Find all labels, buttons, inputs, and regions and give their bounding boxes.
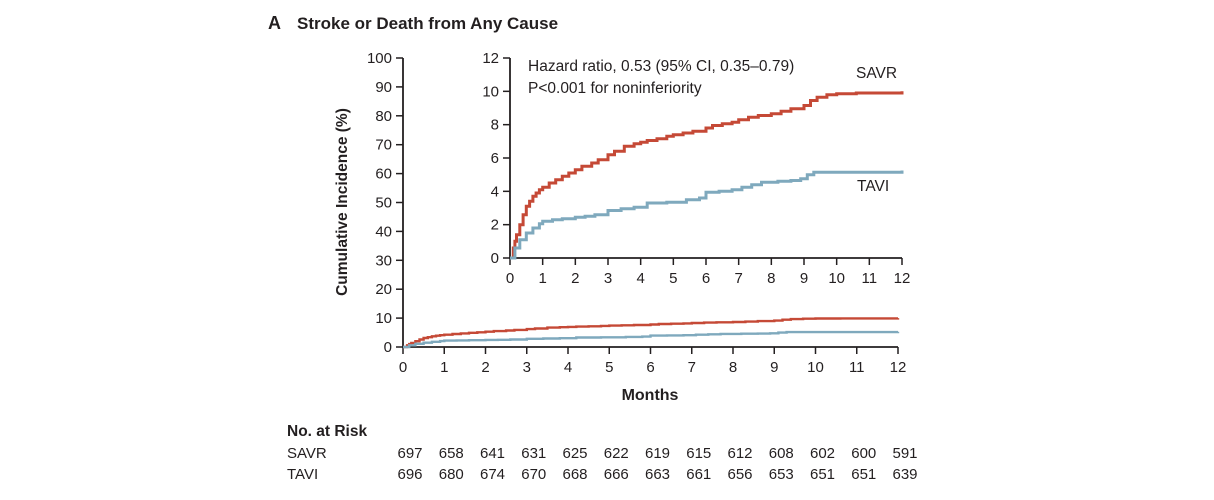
- risk-value-savr-month-9: 608: [768, 445, 794, 462]
- inset-x-tick-label: 6: [702, 270, 710, 287]
- tavi-curve-inset: [510, 170, 904, 260]
- inset-x-tick-label: 10: [828, 270, 845, 287]
- risk-value-savr-month-2: 641: [479, 445, 506, 462]
- risk-value-tavi-month-11: 651: [851, 466, 877, 483]
- inset-x-tick-label: 4: [636, 270, 644, 287]
- main-y-tick-label: 70: [375, 137, 392, 154]
- risk-value-savr-month-4: 625: [562, 445, 588, 462]
- risk-value-savr-month-3: 631: [521, 445, 547, 462]
- risk-value-tavi-month-9: 653: [768, 466, 794, 483]
- inset-y-tick-label: 0: [491, 250, 499, 267]
- main-y-tick-label: 90: [375, 79, 392, 96]
- annotation-p-value: P<0.001 for noninferiority: [528, 80, 702, 97]
- annotation-hazard-ratio: Hazard ratio, 0.53 (95% CI, 0.35–0.79): [528, 58, 795, 75]
- savr-curve-label: SAVR: [856, 65, 898, 82]
- risk-value-savr-month-0: 697: [397, 445, 423, 462]
- main-y-tick-label: 0: [384, 339, 392, 356]
- main-x-tick-label: 4: [564, 359, 572, 376]
- panel-letter: A: [268, 13, 281, 33]
- inset-x-tick-label: 2: [571, 270, 579, 287]
- tavi-curve-label: TAVI: [857, 178, 890, 195]
- risk-value-savr-month-6: 619: [644, 445, 671, 462]
- main-y-tick-label: 30: [375, 252, 392, 269]
- main-y-tick-label: 50: [375, 195, 392, 212]
- main-y-tick-label: 10: [375, 310, 392, 327]
- savr-curve-main: [403, 317, 900, 349]
- inset-y-tick-label: 6: [491, 150, 499, 167]
- risk-value-tavi-month-3: 670: [521, 466, 547, 483]
- main-x-tick-label: 0: [399, 359, 407, 376]
- risk-value-savr-month-8: 612: [727, 445, 753, 462]
- main-x-tick-label: 7: [688, 359, 696, 376]
- inset-x-tick-label: 7: [734, 270, 742, 287]
- inset-x-tick-label: 8: [767, 270, 775, 287]
- inset-y-tick-label: 12: [482, 50, 499, 67]
- figure-title: Stroke or Death from Any Cause: [297, 14, 559, 33]
- inset-x-tick-label: 0: [506, 270, 514, 287]
- risk-row-label-savr: SAVR: [287, 445, 327, 462]
- risk-value-tavi-month-7: 661: [686, 466, 712, 483]
- main-x-tick-label: 6: [646, 359, 654, 376]
- inset-y-tick-label: 4: [491, 183, 499, 200]
- risk-value-savr-month-12: 591: [892, 445, 918, 462]
- inset-x-tick-label: 5: [669, 270, 677, 287]
- risk-value-savr-month-11: 600: [851, 445, 877, 462]
- risk-table-title: No. at Risk: [287, 423, 368, 440]
- risk-value-tavi-month-2: 674: [479, 466, 506, 483]
- inset-x-tick-label: 1: [538, 270, 546, 287]
- risk-value-savr-month-5: 622: [603, 445, 629, 462]
- inset-x-tick-label: 12: [894, 270, 911, 287]
- risk-value-tavi-month-6: 663: [644, 466, 671, 483]
- figure-header: A Stroke or Death from Any Cause: [268, 13, 558, 34]
- risk-value-tavi-month-0: 696: [397, 466, 423, 483]
- risk-value-tavi-month-8: 656: [727, 466, 753, 483]
- inset-x-tick-label: 9: [800, 270, 808, 287]
- main-y-tick-label: 100: [367, 50, 392, 67]
- y-axis-label: Cumulative Incidence (%): [334, 108, 351, 296]
- inset-x-tick-label: 3: [604, 270, 612, 287]
- savr-curve-inset: [510, 91, 904, 260]
- inset-x-tick-label: 11: [862, 270, 878, 287]
- risk-value-savr-month-7: 615: [686, 445, 712, 462]
- risk-row-label-tavi: TAVI: [287, 466, 319, 483]
- main-x-tick-label: 1: [440, 359, 448, 376]
- main-x-tick-label: 9: [770, 359, 778, 376]
- main-y-tick-label: 80: [375, 108, 392, 125]
- risk-value-tavi-month-4: 668: [562, 466, 588, 483]
- tavi-curve-main: [403, 330, 900, 349]
- main-x-tick-label: 3: [523, 359, 531, 376]
- main-y-tick-label: 60: [375, 166, 392, 183]
- x-axis-label: Months: [621, 387, 679, 404]
- main-x-tick-label: 12: [890, 359, 907, 376]
- risk-value-tavi-month-1: 680: [438, 466, 464, 483]
- main-x-tick-label: 11: [849, 359, 865, 376]
- inset-y-tick-label: 10: [482, 83, 499, 100]
- main-x-tick-label: 5: [605, 359, 613, 376]
- inset-y-tick-label: 8: [491, 117, 499, 134]
- main-y-tick-label: 20: [375, 281, 392, 298]
- main-x-tick-label: 8: [729, 359, 737, 376]
- hazard-ratio-annotation: Hazard ratio, 0.53 (95% CI, 0.35–0.79) P…: [528, 56, 794, 100]
- risk-value-tavi-month-5: 666: [603, 466, 629, 483]
- risk-value-savr-month-10: 602: [809, 445, 836, 462]
- risk-value-savr-month-1: 658: [438, 445, 464, 462]
- main-y-tick-label: 40: [375, 223, 392, 240]
- risk-value-tavi-month-10: 651: [809, 466, 836, 483]
- risk-value-tavi-month-12: 639: [892, 466, 918, 483]
- inset-y-tick-label: 2: [491, 217, 499, 234]
- main-x-tick-label: 2: [481, 359, 489, 376]
- main-x-tick-label: 10: [807, 359, 824, 376]
